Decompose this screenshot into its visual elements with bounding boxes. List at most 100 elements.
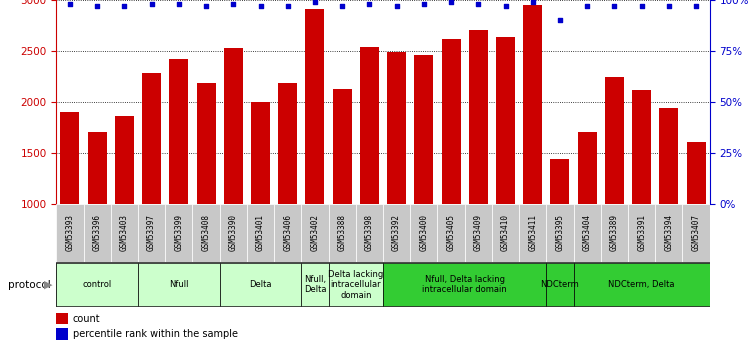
Point xyxy=(119,3,131,9)
Point xyxy=(391,3,403,9)
Text: control: control xyxy=(83,280,112,289)
Bar xyxy=(442,39,460,204)
Point xyxy=(363,1,376,7)
Bar xyxy=(410,204,437,262)
Text: GSM53405: GSM53405 xyxy=(447,214,456,252)
Point xyxy=(173,1,185,7)
Bar xyxy=(574,263,710,306)
Point xyxy=(309,0,321,5)
Bar xyxy=(328,204,356,262)
Bar xyxy=(142,73,161,204)
Bar xyxy=(523,5,542,204)
Bar xyxy=(306,9,324,204)
Text: GSM53409: GSM53409 xyxy=(474,214,483,252)
Point xyxy=(608,3,620,9)
Bar xyxy=(251,102,270,204)
Text: ▶: ▶ xyxy=(44,280,52,289)
Bar xyxy=(138,263,219,306)
Text: GSM53397: GSM53397 xyxy=(147,214,156,252)
Bar xyxy=(415,55,433,204)
Point xyxy=(635,3,647,9)
Bar xyxy=(278,83,297,204)
Bar xyxy=(60,112,80,204)
Bar xyxy=(192,204,219,262)
Text: GSM53396: GSM53396 xyxy=(92,214,101,252)
Text: Delta lacking
intracellular
domain: Delta lacking intracellular domain xyxy=(328,270,384,299)
Text: Nfull,
Delta: Nfull, Delta xyxy=(303,275,326,294)
Bar xyxy=(686,142,706,204)
Bar xyxy=(169,59,189,204)
Text: GSM53406: GSM53406 xyxy=(283,214,292,252)
Point xyxy=(91,3,103,9)
Bar xyxy=(492,204,519,262)
Bar xyxy=(197,83,216,204)
Bar xyxy=(469,30,488,204)
Bar xyxy=(56,313,68,324)
Text: GSM53392: GSM53392 xyxy=(392,214,401,252)
Text: GSM53404: GSM53404 xyxy=(583,214,592,252)
Bar xyxy=(519,204,546,262)
Point xyxy=(690,3,702,9)
Text: NDCterm, Delta: NDCterm, Delta xyxy=(608,280,675,289)
Bar xyxy=(683,204,710,262)
Bar xyxy=(247,204,274,262)
Bar xyxy=(574,204,601,262)
Bar xyxy=(437,204,465,262)
Bar xyxy=(605,77,624,204)
Bar xyxy=(56,328,68,340)
Text: GSM53394: GSM53394 xyxy=(665,214,674,252)
Point xyxy=(282,3,294,9)
Point xyxy=(472,1,484,7)
Text: GSM53411: GSM53411 xyxy=(528,214,537,252)
Point xyxy=(663,3,675,9)
Point xyxy=(418,1,430,7)
Bar xyxy=(165,204,192,262)
Text: GSM53401: GSM53401 xyxy=(256,214,265,252)
Text: GSM53395: GSM53395 xyxy=(556,214,565,252)
Bar xyxy=(547,204,574,262)
Bar xyxy=(383,263,547,306)
Bar xyxy=(83,204,111,262)
Bar xyxy=(496,37,515,204)
Bar xyxy=(274,204,301,262)
Point xyxy=(445,0,457,5)
Bar xyxy=(659,108,678,204)
Point xyxy=(526,0,538,5)
Text: GSM53398: GSM53398 xyxy=(365,214,374,252)
Bar xyxy=(328,263,383,306)
Text: NDCterm: NDCterm xyxy=(541,280,579,289)
Text: GSM53393: GSM53393 xyxy=(65,214,74,252)
Bar xyxy=(333,89,351,204)
Point xyxy=(228,1,240,7)
Bar xyxy=(387,52,406,204)
Text: GSM53390: GSM53390 xyxy=(229,214,238,252)
Bar xyxy=(383,204,410,262)
Text: GSM53399: GSM53399 xyxy=(174,214,183,252)
Point xyxy=(255,3,267,9)
Bar xyxy=(360,47,379,204)
Bar xyxy=(56,263,138,306)
Text: GSM53402: GSM53402 xyxy=(310,214,319,252)
Bar xyxy=(301,263,328,306)
Text: GSM53388: GSM53388 xyxy=(338,214,347,252)
Bar xyxy=(655,204,683,262)
Text: GSM53391: GSM53391 xyxy=(637,214,646,252)
Point xyxy=(581,3,593,9)
Bar xyxy=(88,132,107,204)
Text: protocol: protocol xyxy=(8,280,50,289)
Point xyxy=(146,1,158,7)
Bar xyxy=(219,263,301,306)
Bar xyxy=(632,90,651,204)
Bar xyxy=(465,204,492,262)
Bar xyxy=(628,204,655,262)
Text: GSM53407: GSM53407 xyxy=(692,214,701,252)
Bar xyxy=(111,204,138,262)
Point xyxy=(554,18,566,23)
Bar xyxy=(138,204,165,262)
Bar xyxy=(219,204,247,262)
Text: GSM53400: GSM53400 xyxy=(419,214,428,252)
Bar xyxy=(547,263,574,306)
Bar xyxy=(550,159,569,204)
Text: GSM53389: GSM53389 xyxy=(610,214,619,252)
Bar xyxy=(601,204,628,262)
